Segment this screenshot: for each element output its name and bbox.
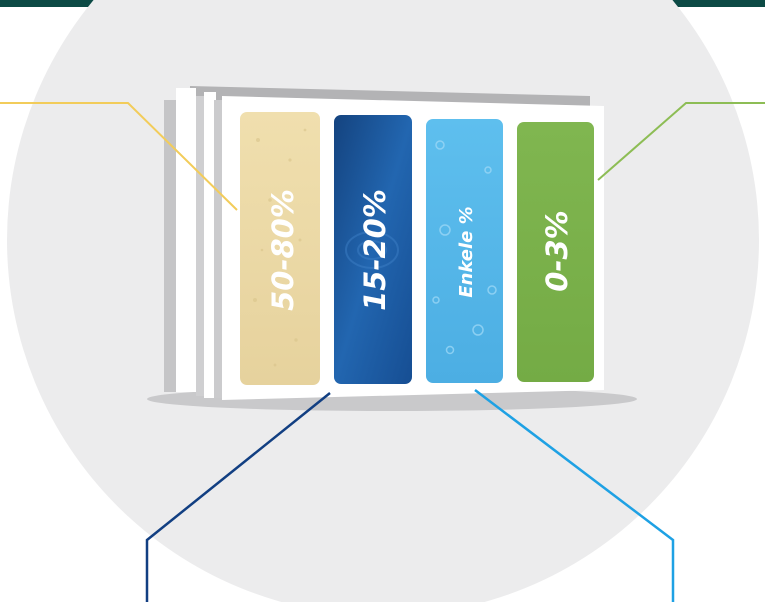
leader-line-water-dark xyxy=(145,392,331,602)
label-green: 0-3% xyxy=(540,210,574,291)
leader-line-water-light xyxy=(474,389,675,602)
bar-green xyxy=(517,122,594,382)
droplets xyxy=(432,140,497,355)
sand-texture xyxy=(253,128,307,367)
bar-water-dark xyxy=(334,115,412,384)
label-water-dark: 15-20% xyxy=(358,189,392,311)
label-sand: 50-80% xyxy=(266,189,300,311)
bar-water-light xyxy=(426,119,503,383)
bar-sand xyxy=(240,112,320,385)
water-ripple xyxy=(345,231,399,269)
leader-line-sand xyxy=(0,102,238,211)
leader-line-green xyxy=(597,102,765,181)
label-water-light: Enkele % xyxy=(456,206,477,297)
